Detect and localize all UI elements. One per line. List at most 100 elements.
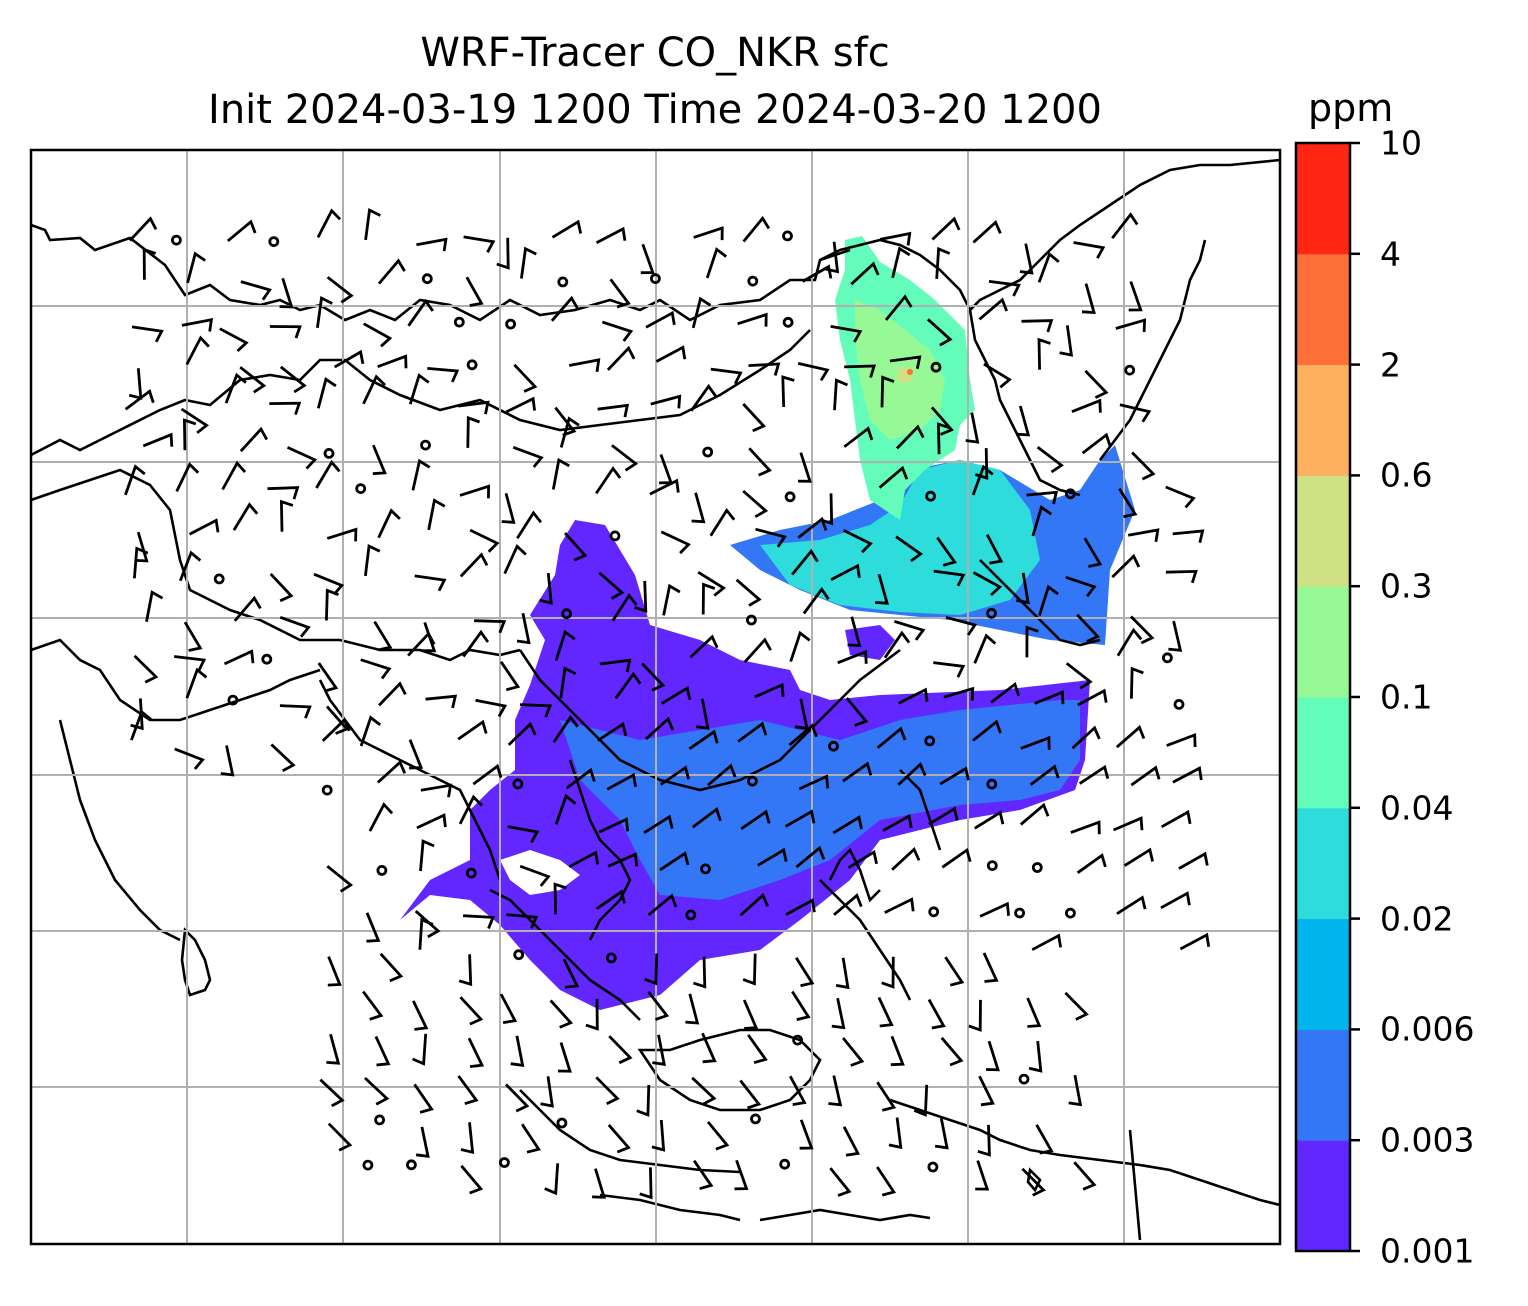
calm-wind-marker	[421, 273, 433, 285]
wind-barb	[554, 793, 577, 825]
wind-barb	[130, 698, 144, 731]
wind-barb	[1019, 243, 1034, 275]
wind-barb	[520, 246, 537, 279]
wind-barb	[412, 1000, 429, 1031]
wind-barb	[465, 276, 484, 307]
wind-barb	[239, 366, 267, 394]
wind-barb	[928, 806, 959, 826]
wind-barb	[513, 363, 538, 393]
wind-barb	[842, 1037, 865, 1067]
wind-barb	[842, 761, 873, 783]
wind-barb	[1115, 725, 1146, 749]
wind-barb	[326, 527, 358, 542]
calm-wind-marker	[792, 1034, 803, 1046]
wind-barb	[363, 322, 393, 348]
wind-barb	[326, 1033, 341, 1065]
wind-barb	[797, 516, 828, 539]
wind-barb	[1073, 241, 1106, 259]
calm-wind-marker	[420, 439, 431, 451]
wind-barbs	[124, 207, 1211, 1200]
wind-barb	[785, 898, 816, 916]
wind-barb	[1116, 895, 1147, 915]
wind-barb	[1026, 490, 1059, 505]
wind-barb	[705, 247, 728, 279]
wind-barb	[182, 418, 197, 451]
wind-barb	[707, 763, 737, 787]
wind-barb	[422, 621, 437, 653]
wind-barb	[270, 743, 296, 772]
wind-barb	[1077, 688, 1108, 707]
wind-barb	[645, 310, 676, 329]
wind-barb	[466, 415, 481, 448]
wind-barb	[457, 400, 490, 415]
wind-barb	[643, 814, 674, 834]
wind-barb	[742, 215, 771, 243]
calm-wind-marker	[498, 1157, 510, 1168]
wind-barb	[1028, 1040, 1043, 1073]
wind-barb	[459, 996, 484, 1026]
calm-wind-marker	[650, 273, 661, 285]
wind-barb	[128, 368, 143, 400]
wind-barb	[833, 893, 863, 916]
wind-barb	[1179, 932, 1211, 951]
wind-barb	[1119, 403, 1152, 423]
wind-barb	[507, 825, 540, 844]
wind-barb	[512, 445, 544, 468]
colorbar-tick-label: 0.1	[1380, 677, 1433, 717]
wind-barb	[1130, 615, 1155, 645]
wind-barb	[505, 1083, 530, 1113]
wind-barb	[1130, 765, 1161, 787]
calm-wind-marker	[561, 608, 572, 620]
wind-barb	[1116, 627, 1143, 657]
calm-wind-marker	[779, 1158, 791, 1170]
wind-barb	[701, 1032, 717, 1064]
wind-barb	[562, 958, 580, 989]
wind-barb	[1118, 487, 1138, 519]
calm-wind-marker	[505, 318, 517, 330]
calm-wind-marker	[453, 316, 465, 328]
wind-barb	[639, 1167, 653, 1200]
wind-barb	[327, 956, 342, 987]
wind-barb	[427, 498, 446, 531]
calm-wind-marker	[702, 446, 714, 458]
co-tracer-field	[400, 236, 1135, 1010]
wind-barb	[608, 1035, 633, 1065]
wind-barb	[734, 1159, 749, 1191]
wind-barb	[890, 1035, 905, 1067]
wind-barb	[972, 219, 1002, 244]
wind-barb	[609, 278, 631, 309]
wind-barb	[710, 367, 743, 385]
wind-barb	[788, 1075, 807, 1106]
wind-barb	[233, 595, 262, 622]
wind-barb	[267, 486, 300, 500]
calm-wind-marker	[605, 952, 617, 964]
calm-wind-marker	[1031, 862, 1043, 873]
wind-barb	[1065, 662, 1093, 690]
wind-barb	[659, 454, 674, 485]
wind-barb	[1168, 620, 1183, 652]
wind-barb	[507, 721, 537, 746]
wind-barb	[598, 571, 625, 600]
wind-barb	[364, 207, 381, 241]
wind-barb	[269, 325, 302, 339]
calm-wind-marker	[986, 607, 997, 619]
wind-barb	[898, 687, 929, 705]
wind-barb	[1076, 853, 1107, 874]
wind-barb	[789, 630, 811, 663]
wind-barb	[1078, 764, 1110, 785]
wind-barb	[882, 813, 913, 832]
wind-barb	[360, 658, 392, 680]
wind-barb	[516, 510, 542, 539]
wind-barb	[878, 465, 909, 489]
calm-wind-marker	[556, 1117, 568, 1129]
wind-barb	[972, 571, 1003, 597]
wind-barb	[377, 258, 406, 285]
wind-barb	[1130, 666, 1144, 699]
wind-barb	[690, 383, 717, 412]
wind-barb	[798, 774, 830, 791]
wind-barb	[427, 367, 460, 383]
calm-wind-marker	[928, 906, 940, 918]
wind-barb	[936, 536, 957, 567]
wind-barb	[505, 396, 536, 414]
plume-south-mid	[560, 700, 1080, 900]
